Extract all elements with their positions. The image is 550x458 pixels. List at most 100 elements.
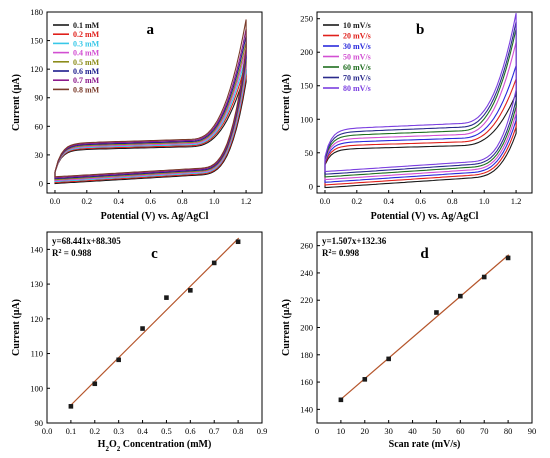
x-tick-label: 0.2 <box>352 196 363 206</box>
panel-letter: b <box>416 22 424 38</box>
x-tick-label: 0.0 <box>42 426 53 436</box>
legend-label: 60 mV/s <box>343 63 371 72</box>
y-tick-label: 120 <box>30 314 43 324</box>
r-squared-label: R <box>322 248 329 258</box>
x-tick-label: 1.0 <box>479 196 490 206</box>
x-tick-label: 0.0 <box>50 196 61 206</box>
r-squared-value: = 0.998 <box>332 248 360 258</box>
legend-label: 0.5 mM <box>73 58 100 67</box>
panel-b: 0.0 0.2 0.4 0.6 0.8 1.0 1.2 0 50 100 150 200 250 Curr… <box>281 11 533 222</box>
cv-curve-30-mv-s <box>324 65 517 183</box>
x-axis-label: Potential (V) vs. Ag/AgCl <box>101 211 209 222</box>
x-tick-label: 0.6 <box>415 196 426 206</box>
y-tick-label: 180 <box>30 7 43 17</box>
y-axis-label: Current (μA) <box>11 74 22 131</box>
x-tick-label: 0.2 <box>89 426 100 436</box>
legend-label: 0.8 mM <box>73 85 100 94</box>
cv-curve-0-8-mm <box>54 19 247 178</box>
fit-line <box>69 237 240 407</box>
cv-curve-0-2-mm <box>54 61 247 184</box>
x-tick-label: 0.8 <box>177 196 188 206</box>
panel-a: 0.0 0.2 0.4 0.6 0.8 1.0 1.2 0 30 60 90 120 150 180 Cur… <box>11 7 263 222</box>
cv-curve-0-4-mm <box>54 47 247 182</box>
y-tick-label: 60 <box>35 121 44 131</box>
panel-letter: d <box>420 246 429 262</box>
legend-label: 0.6 mM <box>73 67 100 76</box>
fit-line <box>339 254 510 401</box>
x-tick-label: 1.2 <box>241 196 252 206</box>
y-tick-label: 260 <box>300 241 313 251</box>
panel-d: 0 10 20 30 40 50 60 70 80 90 140 160 180 200 220 240 260… <box>281 231 537 450</box>
x-axis-label-part: H <box>98 439 106 450</box>
y-tick-label: 240 <box>300 268 313 278</box>
y-tick-label: 220 <box>300 295 313 305</box>
legend-label: 0.7 mM <box>73 76 100 85</box>
legend-label: 50 mV/s <box>343 53 371 62</box>
y-tick-label: 90 <box>35 418 44 428</box>
legend-label: 20 mV/s <box>343 32 371 41</box>
fit-equation: y=1.507x+132.36 <box>322 236 387 246</box>
x-tick-label: 0.1 <box>66 426 77 436</box>
data-point <box>211 260 217 266</box>
data-point <box>458 293 463 299</box>
x-tick-label: 1.2 <box>511 196 522 206</box>
y-tick-label: 250 <box>300 14 313 24</box>
data-point <box>164 295 169 300</box>
x-axis-label: Scan rate (mV/s) <box>389 439 461 450</box>
cv-curve-0-1-mm <box>54 68 247 185</box>
cv-curve-10-mv-s <box>324 93 517 189</box>
fit-equation: y=68.441x+88.305 <box>52 236 121 246</box>
y-axis-label: Current (μA) <box>281 74 292 131</box>
y-tick-label: 30 <box>35 150 44 160</box>
data-point <box>362 377 368 382</box>
data-point <box>338 397 344 403</box>
plot-frame <box>46 11 263 194</box>
data-point <box>505 255 511 261</box>
r-squared-value: = 0.988 <box>62 248 92 258</box>
cv-curve-0-3-mm <box>54 54 247 183</box>
data-point <box>140 326 145 331</box>
x-tick-label: 0.9 <box>257 426 268 436</box>
legend-label: 0.1 mM <box>73 21 100 30</box>
cv-curve-80-mv-s <box>324 12 517 173</box>
plot-frame <box>46 231 263 424</box>
legend-label: 0.4 mM <box>73 49 100 58</box>
y-tick-label: 0 <box>39 178 43 188</box>
x-tick-label: 0.6 <box>185 426 196 436</box>
y-tick-label: 130 <box>30 279 43 289</box>
y-tick-label: 200 <box>300 47 313 57</box>
x-tick-label: 20 <box>361 426 370 436</box>
cv-curve-50-mv-s <box>324 41 517 181</box>
data-point <box>188 288 193 293</box>
data-point <box>481 274 487 280</box>
legend: 10 mV/s 20 mV/s30 mV/s 50 mV/s60 mV/s 70 mV… <box>323 21 371 93</box>
y-tick-label: 50 <box>305 148 314 158</box>
x-tick-label: 70 <box>480 426 489 436</box>
r-squared-sup: 2 <box>329 249 332 255</box>
x-tick-label: 0.7 <box>209 426 220 436</box>
x-tick-label: 60 <box>456 426 465 436</box>
r-squared: R2= 0.998 <box>322 248 360 258</box>
x-tick-label: 0.6 <box>145 196 156 206</box>
x-tick-label: 0.8 <box>233 426 244 436</box>
y-tick-label: 100 <box>30 383 43 393</box>
data-point <box>92 381 98 387</box>
y-tick-label: 90 <box>35 93 44 103</box>
x-tick-label: 90 <box>528 426 537 436</box>
legend: 0.1 mM0.2 mM0.3 mM0.4 mM0.5 mM0.6 mM0.7 … <box>53 21 100 94</box>
legend-label: 70 mV/s <box>343 74 371 83</box>
y-axis-label: Current (μA) <box>11 299 22 356</box>
y-tick-label: 0 <box>309 181 313 191</box>
legend-label: 80 mV/s <box>343 84 371 93</box>
r-squared: R2 = 0.988 <box>52 248 92 258</box>
y-axis-label: Current (μA) <box>281 299 292 356</box>
panel-letter: c <box>151 246 158 262</box>
x-axis-label-part: 2 <box>105 445 109 453</box>
x-axis-label-part: O <box>109 439 117 450</box>
x-tick-label: 0.5 <box>161 426 172 436</box>
x-tick-label: 0.8 <box>447 196 458 206</box>
y-tick-label: 150 <box>30 36 43 46</box>
cv-curve-70-mv-s <box>324 21 517 175</box>
x-tick-label: 0.4 <box>137 426 148 436</box>
